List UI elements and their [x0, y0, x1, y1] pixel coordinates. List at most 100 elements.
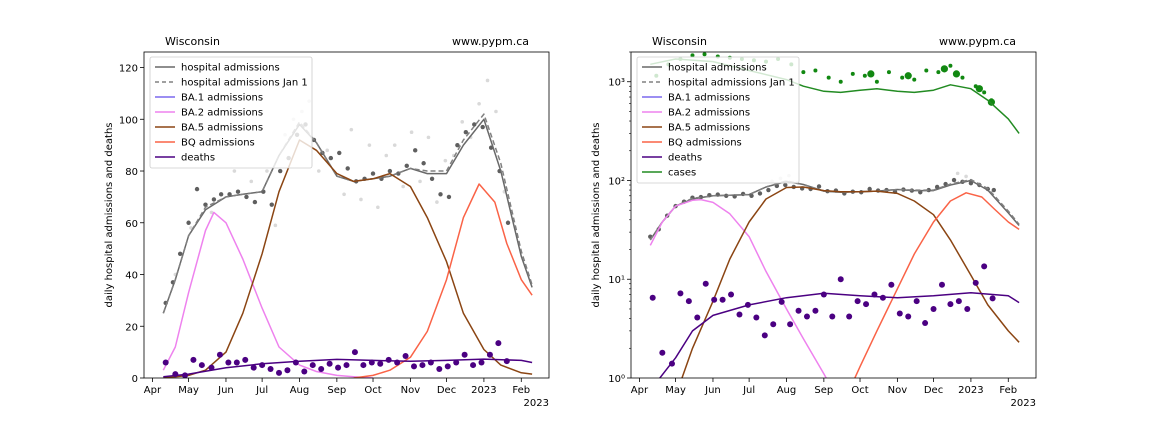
- deaths-point: [470, 362, 477, 369]
- x-tick-label: May: [665, 385, 686, 396]
- hospital-point-light: [265, 169, 269, 173]
- legend-label: BA.5 admissions: [668, 123, 750, 134]
- hospital-point: [194, 186, 200, 192]
- deaths-point: [778, 298, 785, 305]
- cases-point-large: [904, 72, 912, 80]
- x-tick-label: Oct: [851, 385, 868, 396]
- deaths-point: [436, 365, 443, 372]
- deaths-point: [181, 372, 188, 378]
- deaths-point: [402, 353, 409, 360]
- deaths-point: [871, 291, 878, 298]
- legend-box: [636, 56, 800, 184]
- ba5-line: [163, 139, 533, 378]
- hospital-point: [404, 163, 409, 169]
- hospital-point: [244, 194, 249, 200]
- hospital-point-light: [955, 171, 960, 176]
- deaths-point: [879, 294, 886, 301]
- hospital-point-light: [964, 174, 968, 179]
- y-tick-label: 20: [125, 322, 138, 333]
- hospital-point: [757, 191, 763, 196]
- deaths-point: [284, 367, 291, 374]
- deaths-point: [649, 294, 656, 301]
- hospital-point-light: [443, 158, 448, 163]
- y-tick-label: 0: [132, 374, 138, 385]
- deaths-point: [162, 359, 169, 366]
- hospital-point: [766, 187, 771, 193]
- cases-point: [690, 53, 695, 58]
- x-offset-label: 2023: [524, 398, 549, 409]
- deaths-point: [216, 351, 223, 358]
- x-tick-label: Oct: [364, 385, 381, 396]
- hospital-point-light: [325, 148, 330, 153]
- deaths-point: [668, 360, 675, 367]
- hospital-point-light: [477, 101, 481, 106]
- deaths-point: [419, 362, 426, 369]
- cases-point: [886, 70, 891, 75]
- x-tick-label: Apr: [631, 385, 649, 396]
- hospital-point: [235, 189, 241, 194]
- deaths-point: [301, 368, 308, 375]
- deaths-point: [685, 298, 692, 305]
- deaths-point: [888, 281, 895, 288]
- hospital-point: [463, 130, 469, 135]
- legend-label: cases: [668, 168, 696, 179]
- deaths-point: [368, 359, 375, 366]
- hospital-point: [337, 150, 342, 156]
- hospital-point: [413, 148, 418, 153]
- hospital-point: [867, 186, 872, 192]
- hospital-point-light: [349, 127, 354, 132]
- cases-point: [982, 90, 987, 95]
- deaths-point: [989, 295, 996, 302]
- legend-label: BA.5 admissions: [181, 123, 263, 134]
- y-tick-label: 10²: [608, 176, 625, 187]
- x-tick-label: May: [178, 385, 199, 396]
- x-offset-label: 2023: [1011, 398, 1036, 409]
- hospital-point: [218, 192, 224, 197]
- hospital-point-light: [401, 184, 405, 189]
- deaths-point: [744, 301, 751, 308]
- y-tick-label: 10¹: [608, 275, 625, 286]
- deaths-point: [837, 276, 844, 283]
- axes-frame: [630, 51, 1037, 379]
- cases-point: [960, 75, 965, 80]
- legend-label: deaths: [668, 153, 702, 164]
- deaths-point: [930, 305, 937, 312]
- deaths-point: [394, 359, 401, 366]
- deaths-point: [461, 351, 468, 358]
- cases-point: [948, 63, 953, 68]
- hospital-point: [783, 182, 788, 188]
- deaths-point: [208, 364, 215, 371]
- x-tick-label: Sep: [327, 385, 346, 396]
- ba2-line: [162, 211, 374, 378]
- cases-point: [900, 75, 905, 80]
- hospital-point: [269, 202, 274, 207]
- x-tick-label: Jul: [255, 385, 268, 396]
- cases-point: [838, 79, 843, 84]
- deaths-point: [292, 359, 299, 366]
- deaths-point: [938, 281, 945, 288]
- deaths-point: [736, 311, 743, 318]
- deaths-point: [453, 359, 460, 366]
- deaths-point: [972, 279, 979, 286]
- deaths-point: [486, 351, 493, 358]
- hospital-point: [211, 197, 217, 202]
- hospital-point-light: [249, 179, 254, 184]
- cases-point: [850, 71, 855, 76]
- x-tick-label: Dec: [437, 385, 456, 396]
- hospital-point-light: [426, 135, 431, 140]
- x-tick-label: Jul: [742, 385, 755, 396]
- x-tick-label: Dec: [924, 385, 943, 396]
- legend-label: hospital admissions Jan 1: [181, 78, 308, 89]
- cases-point: [801, 70, 806, 75]
- hospital-point-light: [409, 130, 414, 135]
- deaths-point: [172, 371, 179, 378]
- deaths-point: [427, 359, 434, 366]
- deaths-point: [905, 313, 912, 320]
- hospital-point: [186, 220, 191, 225]
- deaths-point: [795, 307, 802, 314]
- cases-point: [826, 75, 831, 80]
- hospital-point: [446, 194, 452, 200]
- hospital-point-light: [460, 120, 465, 124]
- hospital-point: [951, 177, 957, 183]
